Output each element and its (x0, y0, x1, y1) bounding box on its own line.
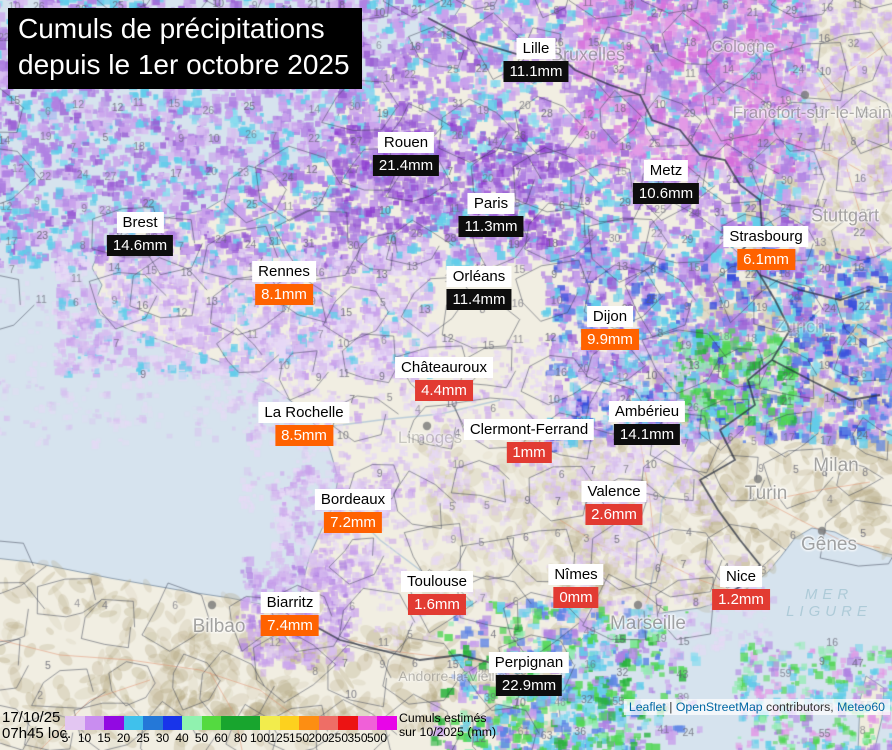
station-rouen: Rouen 21.4mm (372, 132, 440, 176)
station-value: 2.6mm (585, 504, 643, 525)
sea-label-line2: LIGURE (786, 603, 872, 620)
attribution: Leaflet | OpenStreetMap contributors, Me… (623, 699, 890, 715)
station-name: Lille (516, 38, 556, 59)
station-rennes: Rennes 8.1mm (252, 261, 316, 305)
station-dijon: Dijon 9.9mm (581, 306, 639, 350)
station-name: Ambérieu (608, 401, 686, 422)
station-value: 7.2mm (324, 512, 382, 533)
station-value: 1.6mm (408, 594, 466, 615)
station-value: 14.6mm (106, 235, 174, 256)
map-city-label-marseille: Marseille (609, 613, 687, 634)
station-paris: Paris 11.3mm (458, 193, 524, 237)
station-perpignan: Perpignan 22.9mm (488, 652, 570, 696)
station-strasbourg: Strasbourg 6.1mm (723, 226, 809, 270)
map-city-label-cologne: Cologne (711, 37, 775, 56)
station-bordeaux: Bordeaux 7.2mm (314, 489, 392, 533)
station-amb-rieu: Ambérieu 14.1mm (608, 401, 686, 445)
station-name: La Rochelle (258, 402, 350, 423)
station-toulouse: Toulouse 1.6mm (400, 571, 474, 615)
station-n-mes: Nîmes 0mm (548, 564, 604, 608)
attribution-contributors: contributors, (762, 700, 838, 714)
station-name: Toulouse (400, 571, 474, 592)
map-city-label-turin: Turin (744, 483, 788, 504)
station-value: 0mm (553, 587, 599, 608)
attribution-separator: | (665, 700, 676, 714)
station-value: 8.1mm (255, 284, 313, 305)
leaflet-link[interactable]: Leaflet (628, 700, 666, 714)
station-name: Orléans (446, 266, 512, 287)
map-city-label-limoges: Limoges (397, 428, 463, 447)
station-biarritz: Biarritz 7.4mm (260, 592, 320, 636)
station-name: Rouen (377, 132, 435, 153)
station-value: 7.4mm (261, 615, 319, 636)
station-brest: Brest 14.6mm (106, 212, 174, 256)
station-value: 9.9mm (581, 329, 639, 350)
station-name: Paris (467, 193, 515, 214)
map-city-label-milan: Milan (813, 455, 859, 476)
station-value: 11.3mm (458, 216, 524, 237)
station-value: 14.1mm (613, 424, 681, 445)
station-value: 11.1mm (503, 61, 569, 82)
station-value: 6.1mm (737, 249, 795, 270)
station-name: Valence (581, 481, 647, 502)
station-value: 11.4mm (446, 289, 512, 310)
station-nice: Nice 1.2mm (712, 566, 770, 610)
station-name: Strasbourg (723, 226, 809, 247)
map-city-label-bruxelles: Bruxelles (550, 44, 626, 65)
meteo60-link[interactable]: Meteo60 (837, 700, 885, 714)
map-city-label-zurich: Zurich (774, 316, 826, 337)
station-la-rochelle: La Rochelle 8.5mm (258, 402, 350, 446)
station-metz: Metz 10.6mm (632, 160, 700, 204)
station-ch-teauroux: Châteauroux 4.4mm (395, 357, 493, 401)
station-name: Nice (719, 566, 762, 587)
station-orl-ans: Orléans 11.4mm (446, 266, 512, 310)
station-value: 4.4mm (415, 380, 473, 401)
station-lille: Lille 11.1mm (503, 38, 569, 82)
station-value: 1mm (506, 442, 552, 463)
station-name: Perpignan (488, 652, 570, 673)
sea-label-line1: MER (804, 586, 854, 603)
station-valence: Valence 2.6mm (581, 481, 647, 525)
station-name: Nîmes (548, 564, 604, 585)
station-name: Châteauroux (395, 357, 493, 378)
map-city-label-bilbao: Bilbao (192, 616, 246, 637)
map-city-label-stuttgart: Stuttgart (810, 205, 880, 226)
map-city-label-francfort-sur-le-main: Francfort-sur-le-Main (732, 103, 892, 122)
station-value: 10.6mm (632, 183, 700, 204)
station-clermont-ferrand: Clermont-Ferrand 1mm (463, 419, 595, 463)
map-title: Cumuls de précipitations depuis le 1er o… (8, 8, 362, 89)
station-name: Brest (116, 212, 164, 233)
sea-label-mer-ligure: MER LIGURE (786, 586, 872, 620)
station-value: 8.5mm (275, 425, 333, 446)
map-city-label-g-nes: Gênes (801, 534, 857, 555)
station-value: 1.2mm (712, 589, 770, 610)
station-name: Biarritz (260, 592, 320, 613)
station-name: Clermont-Ferrand (463, 419, 595, 440)
map-title-line2: depuis le 1er octobre 2025 (18, 49, 350, 80)
station-value: 22.9mm (495, 675, 563, 696)
map-title-line1: Cumuls de précipitations (18, 13, 325, 44)
station-name: Rennes (252, 261, 316, 282)
station-value: 21.4mm (372, 155, 440, 176)
station-name: Metz (643, 160, 689, 181)
osm-link[interactable]: OpenStreetMap (675, 700, 763, 714)
map-city-label-andorre-la-vieille: Andorre-la-Vieille (398, 668, 506, 684)
station-name: Bordeaux (314, 489, 392, 510)
station-name: Dijon (586, 306, 634, 327)
